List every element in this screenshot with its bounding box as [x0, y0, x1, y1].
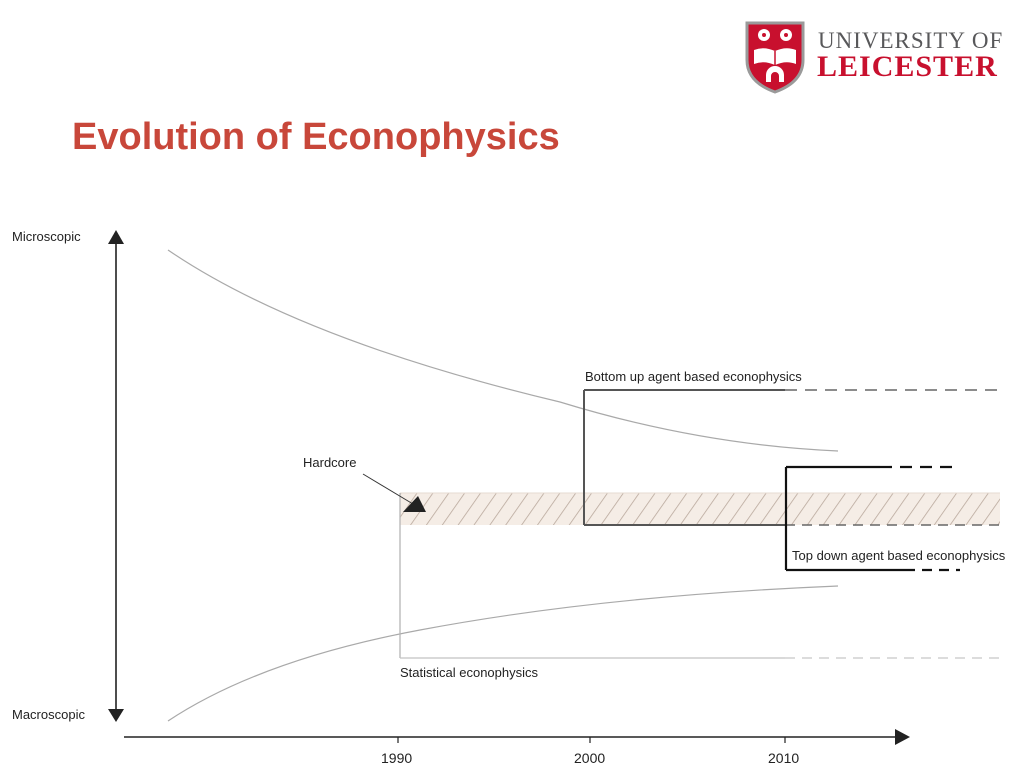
- y-top-label: Microscopic: [12, 229, 81, 244]
- x-tick-label-2000: 2000: [574, 750, 605, 766]
- upper-funnel-curve: [167, 249, 839, 452]
- logo-text-line1: UNIVERSITY OF: [818, 28, 1004, 53]
- y-bottom-label: Macroscopic: [12, 707, 85, 722]
- x-tick-label-1990: 1990: [381, 750, 412, 766]
- bottom-up-label: Bottom up agent based econophysics: [585, 369, 802, 384]
- top-down-label-bg: [789, 546, 1023, 564]
- shield-icon: [745, 21, 805, 94]
- lower-funnel-curve: [167, 585, 839, 722]
- logo-text-line2: LEICESTER: [817, 50, 998, 83]
- hardcore-band-hatch: [400, 493, 1000, 525]
- y-axis-arrow-down: [108, 709, 124, 722]
- hardcore-label: Hardcore: [303, 455, 356, 470]
- y-axis-arrow-up: [108, 230, 124, 244]
- top-down-label: Top down agent based econophysics: [792, 548, 1006, 563]
- statistical-label: Statistical econophysics: [400, 665, 539, 680]
- university-logo: UNIVERSITY OF LEICESTER: [744, 20, 1009, 95]
- x-axis-arrow: [895, 729, 910, 745]
- x-tick-label-2010: 2010: [768, 750, 799, 766]
- slide-title: Evolution of Econophysics: [72, 116, 560, 158]
- hardcore-arrow-head: [403, 496, 426, 512]
- hardcore-arrow-shaft: [362, 473, 414, 505]
